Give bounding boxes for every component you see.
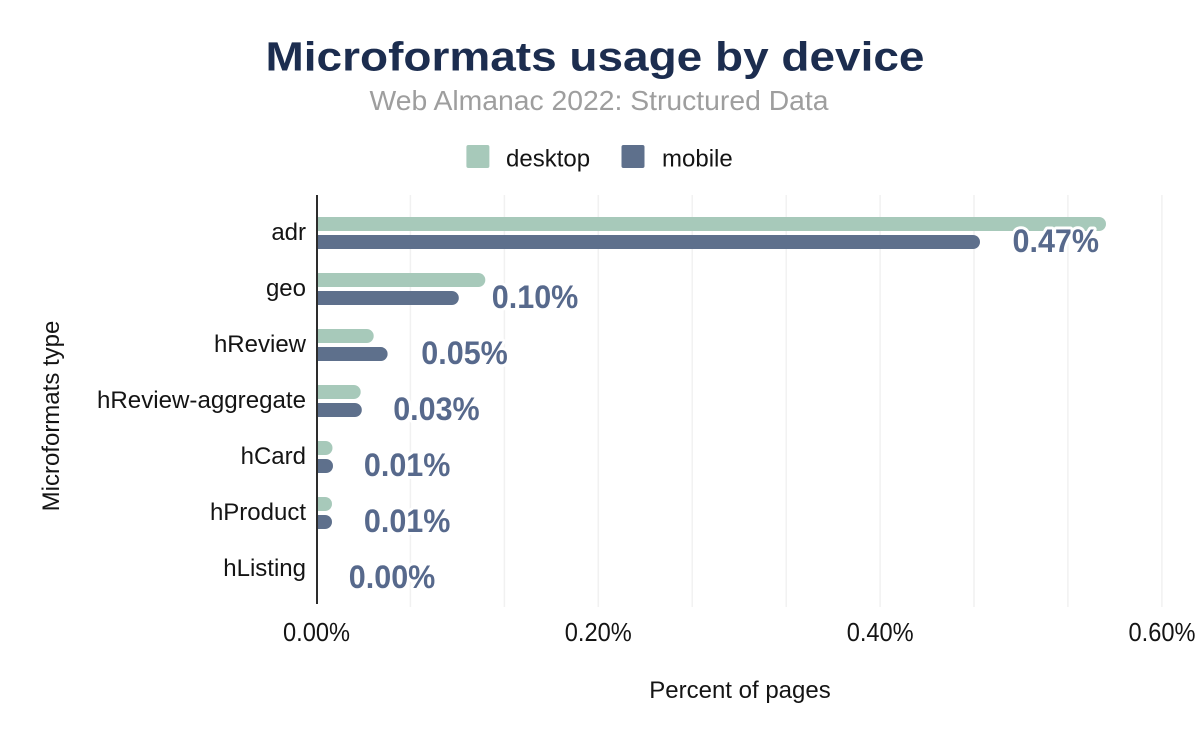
svg-text:hListing: hListing — [223, 555, 306, 582]
svg-text:0.60%: 0.60% — [1129, 617, 1196, 647]
svg-text:0.03%: 0.03% — [393, 391, 480, 427]
svg-text:hReview-aggregate: hReview-aggregate — [97, 387, 306, 414]
svg-text:Microformats usage by device: Microformats usage by device — [266, 34, 925, 80]
svg-text:Percent of pages: Percent of pages — [649, 677, 830, 704]
svg-text:0.00%: 0.00% — [349, 559, 436, 595]
svg-text:desktop: desktop — [506, 146, 590, 173]
svg-text:0.01%: 0.01% — [364, 503, 451, 539]
svg-text:0.47%: 0.47% — [1013, 223, 1100, 259]
svg-text:hProduct: hProduct — [210, 499, 306, 526]
svg-text:0.20%: 0.20% — [565, 617, 632, 647]
svg-text:0.05%: 0.05% — [421, 335, 508, 371]
svg-text:0.10%: 0.10% — [492, 279, 579, 315]
svg-text:hCard: hCard — [241, 443, 306, 470]
svg-text:Microformats type: Microformats type — [38, 321, 65, 512]
svg-text:geo: geo — [266, 275, 306, 302]
svg-text:mobile: mobile — [662, 146, 733, 173]
svg-text:adr: adr — [271, 219, 306, 246]
svg-text:0.40%: 0.40% — [847, 617, 914, 647]
svg-text:0.01%: 0.01% — [364, 447, 451, 483]
svg-text:hReview: hReview — [214, 331, 307, 358]
svg-text:Web Almanac 2022: Structured D: Web Almanac 2022: Structured Data — [370, 85, 829, 116]
svg-text:0.00%: 0.00% — [283, 617, 350, 647]
